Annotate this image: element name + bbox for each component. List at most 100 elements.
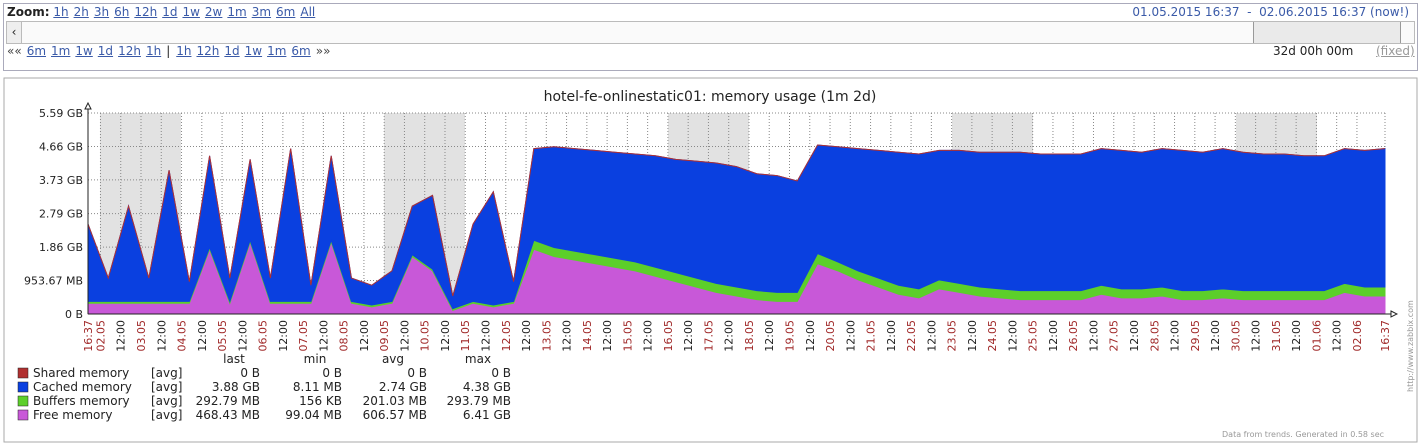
y-tick-label: 953.67 MB: [24, 275, 83, 288]
scrollbar[interactable]: ‹: [6, 21, 1415, 44]
zoom-link[interactable]: 1w: [182, 5, 200, 19]
legend-stat: 201.03 MB: [363, 394, 427, 408]
nav-row: «« 6m 1m 1w 1d 12h 1h | 1h 12h 1d 1w 1m 6m »»: [7, 44, 335, 58]
period-sep: -: [1247, 5, 1252, 19]
zoom-link[interactable]: 1h: [53, 5, 69, 19]
period-to: 02.06.2015 16:37 (now!): [1259, 5, 1409, 19]
legend-function: [avg]: [151, 366, 182, 380]
nav-link[interactable]: 12h: [118, 44, 141, 58]
x-tick-label: 02.05: [94, 320, 107, 352]
x-tick-label: 12:00: [520, 320, 533, 352]
nav-link[interactable]: 1h: [176, 44, 192, 58]
nav-forward[interactable]: »»: [315, 44, 331, 58]
legend-stat: 0 B: [491, 366, 511, 380]
y-tick-label: 1.86 GB: [39, 241, 83, 254]
scroll-slider[interactable]: [1253, 22, 1401, 43]
legend-header: avg: [382, 352, 404, 366]
x-tick-label: 01.06: [1310, 320, 1323, 352]
zoom-link[interactable]: 12h: [134, 5, 158, 19]
period-from: 01.05.2015 16:37: [1132, 5, 1240, 19]
x-tick-label: 12:00: [723, 320, 736, 352]
x-tick-label: 16.05: [662, 320, 675, 352]
nav-link[interactable]: 1d: [97, 44, 114, 58]
legend-stat: 6.41 GB: [463, 408, 511, 422]
scroll-left[interactable]: ‹: [7, 22, 22, 43]
legend-label: Cached memory: [33, 380, 132, 394]
x-tick-label: 02.06: [1351, 320, 1364, 352]
x-tick-label: 12:00: [642, 320, 655, 352]
zoom-link[interactable]: All: [300, 5, 316, 19]
legend-label: Free memory: [33, 408, 112, 422]
x-tick-label: 27.05: [1108, 320, 1121, 352]
x-tick-label: 29.05: [1189, 320, 1202, 352]
x-tick-label: 12:00: [601, 320, 614, 352]
y-tick-label: 0 B: [65, 308, 83, 321]
x-tick-label: 13.05: [540, 320, 553, 352]
toolbar: Zoom: 1h 2h 3h 6h 12h 1d 1w 2w 1m 3m 6m All 01.05.2…: [3, 3, 1418, 71]
period-length: 32d 00h 00m: [1273, 44, 1354, 58]
x-tick-label: 14.05: [581, 320, 594, 352]
x-tick-label: 09.05: [378, 320, 391, 352]
footer-note: Data from trends. Generated in 0.58 sec: [1222, 430, 1384, 439]
x-tick-label: 12:00: [480, 320, 493, 352]
legend-swatch: [17, 367, 29, 379]
x-tick-label: 12:00: [236, 320, 249, 352]
legend-stat: 293.79 MB: [447, 394, 511, 408]
zoom-link[interactable]: 2h: [73, 5, 89, 19]
zoom-link[interactable]: 3m: [251, 5, 272, 19]
zoom-link[interactable]: 6h: [114, 5, 130, 19]
legend-stat: 0 B: [322, 366, 342, 380]
legend-label: Shared memory: [33, 366, 129, 380]
x-tick-label: 12:00: [1169, 320, 1182, 352]
legend-stat: 8.11 MB: [293, 380, 342, 394]
period-mode[interactable]: (fixed): [1376, 44, 1415, 58]
legend-stat: 3.88 GB: [212, 380, 260, 394]
x-tick-label: 19.05: [783, 320, 796, 352]
x-tick-label: 30.05: [1229, 320, 1242, 352]
nav-link[interactable]: 1d: [224, 44, 240, 58]
legend-header: min: [304, 352, 327, 366]
nav-link[interactable]: 6m: [26, 44, 47, 58]
x-tick-label: 12:00: [561, 320, 574, 352]
x-tick-label: 28.05: [1148, 320, 1161, 352]
x-tick-label: 31.05: [1270, 320, 1283, 352]
x-tick-label: 12:00: [317, 320, 330, 352]
x-tick-label: 16:37: [82, 320, 95, 352]
x-tick-label: 07.05: [297, 320, 310, 352]
zoom-link[interactable]: 1m: [227, 5, 247, 19]
x-tick-label: 12:00: [196, 320, 209, 352]
zoom-label: Zoom:: [7, 5, 50, 19]
zoom-link[interactable]: 6m: [276, 5, 296, 19]
x-tick-label: 12:00: [358, 320, 371, 352]
nav-link[interactable]: 1m: [267, 44, 287, 58]
x-tick-label: 08.05: [338, 320, 351, 352]
x-tick-label: 22.05: [905, 320, 918, 352]
nav-link[interactable]: 1m: [51, 44, 71, 58]
zoom-link[interactable]: 1d: [162, 5, 178, 19]
nav-link[interactable]: 1h: [145, 44, 162, 58]
x-tick-label: 12:00: [398, 320, 411, 352]
zoom-link[interactable]: 2w: [204, 5, 223, 19]
nav-link[interactable]: 12h: [196, 44, 220, 58]
x-tick-label: 12:00: [1128, 320, 1141, 352]
legend-stat: 468.43 MB: [196, 408, 260, 422]
x-tick-label: 12:00: [804, 320, 817, 352]
nav-link[interactable]: 1w: [75, 44, 93, 58]
legend-function: [avg]: [151, 408, 182, 422]
x-tick-label: 12:00: [1047, 320, 1060, 352]
x-tick-label: 25.05: [1027, 320, 1040, 352]
legend-stat: 99.04 MB: [285, 408, 342, 422]
zoom-link[interactable]: 3h: [93, 5, 110, 19]
nav-link[interactable]: 1w: [244, 44, 263, 58]
x-tick-label: 23.05: [946, 320, 959, 352]
x-tick-label: 12:00: [885, 320, 898, 352]
x-tick-label: 12:00: [925, 320, 938, 352]
y-tick-label: 3.73 GB: [39, 174, 83, 187]
x-tick-label: 12:00: [1331, 320, 1344, 352]
legend-stat: 156 KB: [299, 394, 342, 408]
x-tick-label: 12:00: [277, 320, 290, 352]
nav-link[interactable]: 6m: [291, 44, 311, 58]
x-tick-label: 12:00: [966, 320, 979, 352]
nav-back[interactable]: ««: [7, 44, 22, 58]
